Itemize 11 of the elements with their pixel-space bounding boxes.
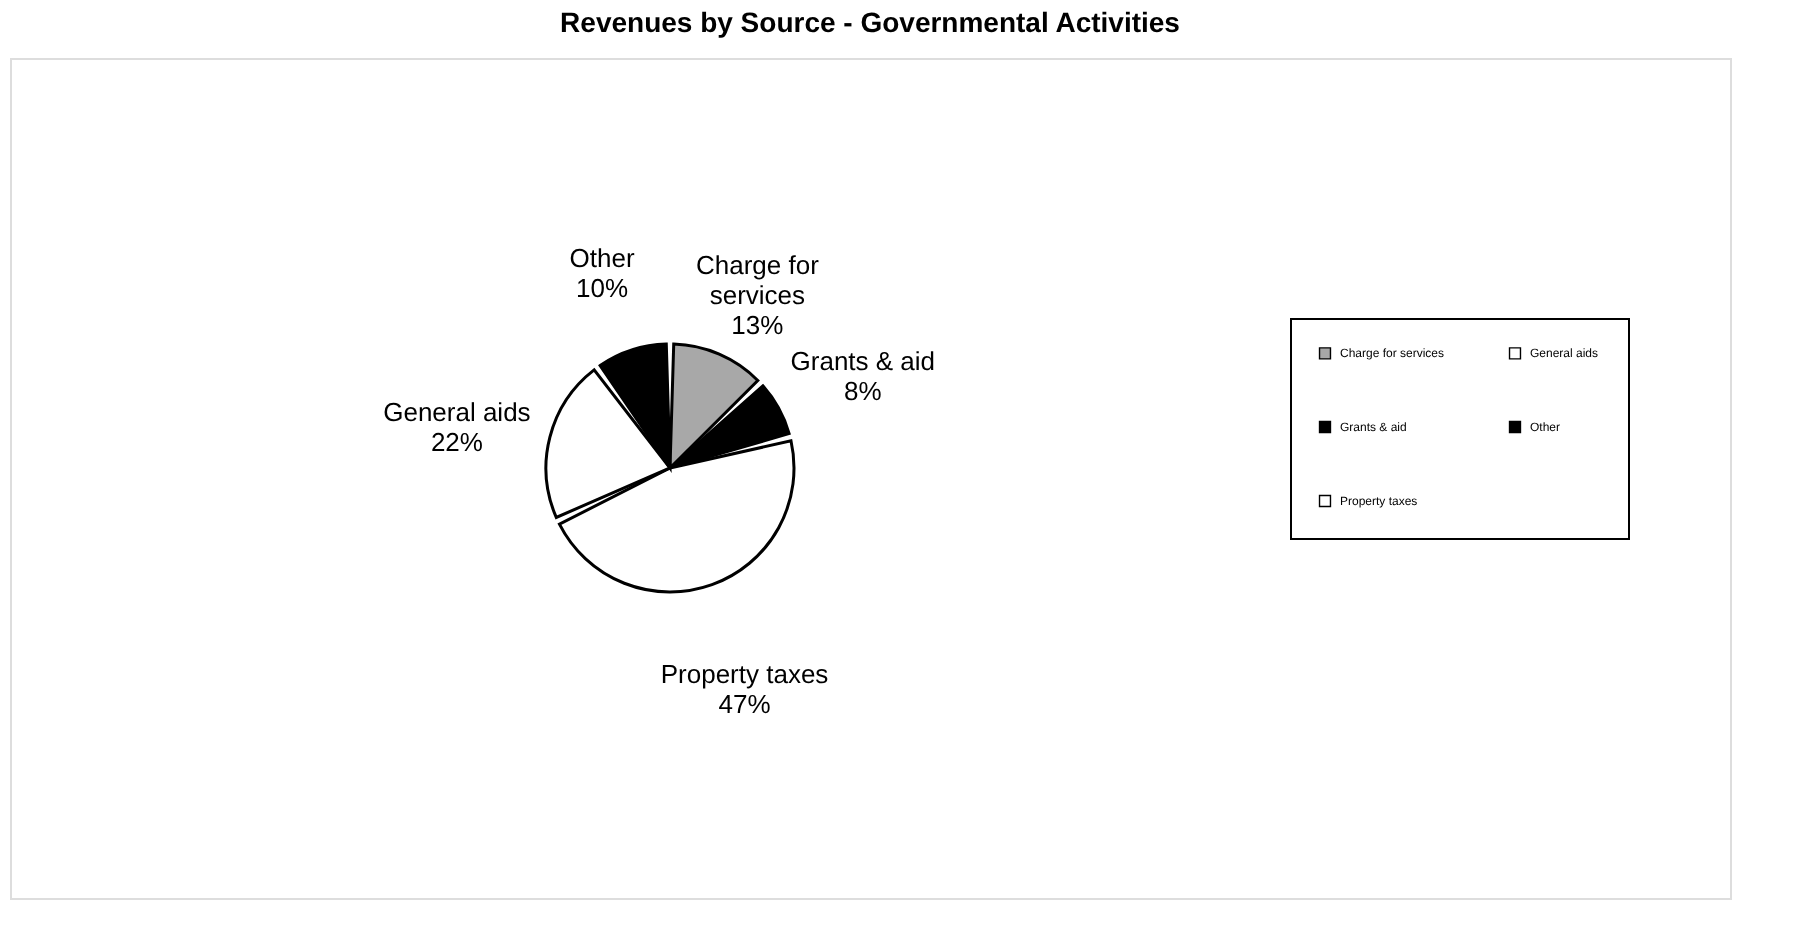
data-label: 10% <box>575 272 629 303</box>
chart-title: Revenues by Source - Governmental Activities <box>560 6 1181 38</box>
slice-label: Other <box>569 242 636 273</box>
data-label: 22% <box>430 427 484 458</box>
slice-label: Charge for services <box>695 250 821 311</box>
data-label: 47% <box>718 688 772 719</box>
slice-label: Grants & aid <box>790 346 936 377</box>
data-label: 13% <box>731 310 785 341</box>
slice-label: General aids <box>383 397 532 428</box>
data-label: 8% <box>843 376 883 407</box>
slice-label: Property taxes <box>660 658 830 689</box>
